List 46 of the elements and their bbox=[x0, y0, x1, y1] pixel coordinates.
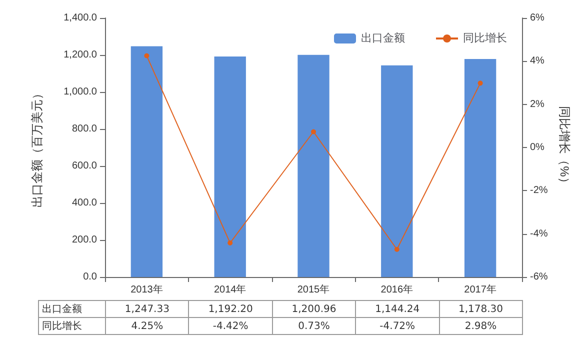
data-label: 0.73% bbox=[272, 318, 356, 334]
bar bbox=[130, 46, 163, 277]
data-label: 1,178.30 bbox=[439, 300, 522, 318]
bar bbox=[298, 54, 330, 277]
y2-tick-label: 2% bbox=[530, 98, 545, 110]
y-tick-label: 1,400.0 bbox=[64, 12, 98, 24]
data-label: 1,144.24 bbox=[356, 300, 440, 318]
y-tick-label: 800.0 bbox=[72, 124, 98, 134]
x-tick-label: 2014年 bbox=[214, 284, 246, 296]
y-tick-label: 1,200.0 bbox=[64, 50, 98, 60]
x-tick-label: 2013年 bbox=[130, 284, 163, 296]
y2-tick-label: -6% bbox=[530, 272, 548, 282]
legend-label: 同比增长 bbox=[463, 32, 507, 44]
legend-label: 出口金额 bbox=[361, 32, 405, 44]
data-label: 2.98% bbox=[439, 318, 522, 334]
y-tick-label: 400.0 bbox=[72, 198, 98, 208]
point bbox=[144, 53, 150, 58]
x-tick-label: 2017年 bbox=[464, 284, 496, 296]
data-label: 4.25% bbox=[106, 318, 189, 334]
x-tick-label: 2015年 bbox=[297, 284, 330, 296]
text: 同比增长 bbox=[42, 321, 82, 332]
point bbox=[228, 240, 233, 246]
y-tick-label: 600.0 bbox=[72, 160, 98, 172]
y-tick-label: 200.0 bbox=[72, 234, 98, 246]
data-label: -4.72% bbox=[356, 318, 440, 334]
data-label: 1,200.96 bbox=[272, 300, 356, 318]
bar bbox=[464, 59, 496, 277]
bar bbox=[214, 56, 246, 277]
data-label: 1,247.33 bbox=[106, 300, 189, 318]
point bbox=[478, 80, 483, 86]
y2-axis-title: 同比增长（%） bbox=[558, 106, 572, 189]
data-label: 1,192.20 bbox=[188, 300, 272, 318]
text: 出口金额 bbox=[42, 304, 82, 315]
y-axis-title: 出口金额（百万美元） bbox=[30, 88, 44, 208]
point bbox=[394, 246, 400, 252]
y2-tick-label: 0% bbox=[530, 142, 545, 153]
bar bbox=[381, 65, 413, 277]
y2-tick-label: -2% bbox=[530, 185, 548, 196]
y2-tick-label: -4% bbox=[530, 228, 548, 240]
y2-tick-label: 4% bbox=[530, 56, 545, 67]
point bbox=[311, 129, 316, 134]
y-tick-label: 0.0 bbox=[83, 272, 98, 282]
data-label: -4.42% bbox=[188, 318, 272, 334]
y2-tick-label: 6% bbox=[530, 12, 545, 24]
x-tick-label: 2016年 bbox=[380, 284, 414, 296]
y-tick-label: 1,000.0 bbox=[64, 86, 98, 98]
